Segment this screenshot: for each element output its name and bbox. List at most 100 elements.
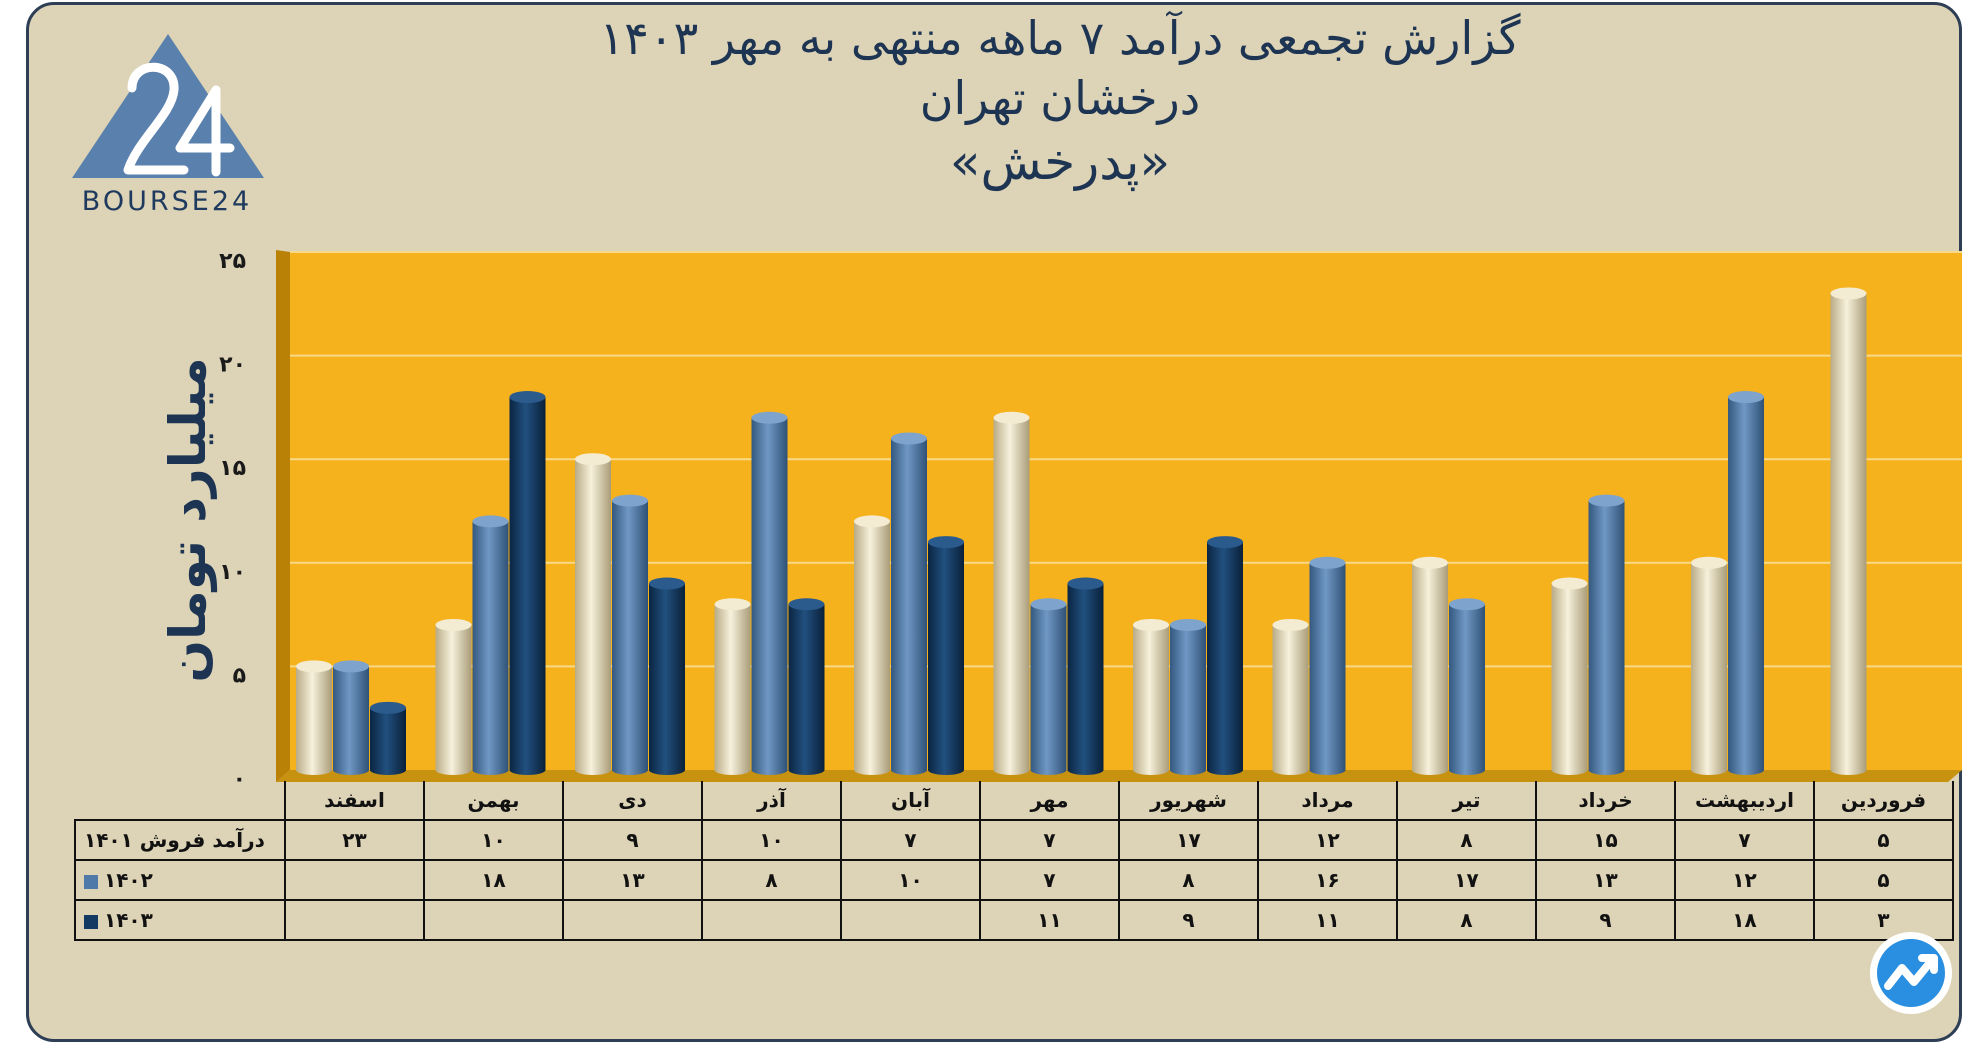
table-cell: ۱۵ xyxy=(1535,819,1676,861)
month-label: آبان xyxy=(840,781,981,821)
bar-cap xyxy=(612,494,648,507)
bar-1401 xyxy=(714,598,751,775)
bar-base xyxy=(370,765,406,775)
bar-base xyxy=(714,765,751,775)
bar-1401 xyxy=(435,618,472,775)
bar-body xyxy=(1588,500,1625,770)
bar-1401 xyxy=(1551,577,1588,775)
bar-1402 xyxy=(333,660,369,775)
row-label-1402: ۱۴۰۲ xyxy=(74,859,286,901)
title-line-3: «پدرخش» xyxy=(949,133,1171,191)
bar-cap xyxy=(1551,577,1588,590)
bar-base xyxy=(928,765,964,775)
table-cell: ۸ xyxy=(1118,859,1259,901)
bar-body xyxy=(788,604,825,770)
month-label: مرداد xyxy=(1257,781,1398,821)
bar-cap xyxy=(1207,536,1243,549)
month-label: اسفند xyxy=(284,781,425,821)
bar-base xyxy=(1449,765,1485,775)
bar-base xyxy=(1030,765,1067,775)
table-cell: ۱۲ xyxy=(1674,859,1815,901)
row-label-1403: ۱۴۰۳ xyxy=(74,899,286,941)
bar-body xyxy=(1830,293,1867,770)
bar-base xyxy=(1133,765,1169,775)
bar-body xyxy=(1309,562,1346,770)
table-cell: ۳ xyxy=(1813,899,1954,941)
table-cell: ۱۳ xyxy=(562,859,703,901)
bar-base xyxy=(891,765,927,775)
bar-1403 xyxy=(928,536,964,775)
table-cell: ۹ xyxy=(1535,899,1676,941)
bar-base xyxy=(1412,765,1448,775)
bar-body xyxy=(1272,624,1309,770)
bar-body xyxy=(1412,562,1448,770)
table-cell xyxy=(701,899,842,941)
month-label: بهمن xyxy=(423,781,564,821)
y-tick-label: ۲۰ xyxy=(219,353,246,378)
table-cell: ۵ xyxy=(1813,859,1954,901)
table-cell xyxy=(562,899,703,941)
bar-body xyxy=(612,500,648,770)
bar-cap xyxy=(296,660,332,673)
y-tick-label: ۵ xyxy=(233,663,246,688)
bar-1403 xyxy=(1067,577,1104,775)
bar-body xyxy=(509,397,546,770)
bar-body xyxy=(649,583,685,770)
bar-base xyxy=(333,765,369,775)
month-label: شهریور xyxy=(1118,781,1259,821)
table-cell: ۱۳ xyxy=(1535,859,1676,901)
bar-base xyxy=(1830,765,1867,775)
table-cell: ۱۷ xyxy=(1396,859,1537,901)
month-label: خرداد xyxy=(1535,781,1676,821)
table-cell xyxy=(840,899,981,941)
table-cell: ۷ xyxy=(979,859,1120,901)
month-label: دی xyxy=(562,781,703,821)
month-label: آذر xyxy=(701,781,842,821)
bar-base xyxy=(1551,765,1588,775)
table-cell: ۸ xyxy=(1396,899,1537,941)
bar-base xyxy=(854,765,890,775)
bar-body xyxy=(1551,583,1588,770)
bar-body xyxy=(1207,542,1243,770)
bar-1401 xyxy=(296,660,332,775)
y-axis-label: میلیارد تومان xyxy=(159,357,218,682)
bar-cap xyxy=(714,598,751,611)
bar-base xyxy=(1309,765,1346,775)
table-row: درآمد فروش ۱۴۰۱ ۲۳ ۱۰ ۹ ۱۰ ۷ ۷ ۱۷ ۱۲ ۸ ۱۵ ۷ ۵ xyxy=(74,819,1954,861)
bar-base xyxy=(1272,765,1309,775)
bar-body xyxy=(575,459,611,770)
bar-base xyxy=(1588,765,1625,775)
month-label: تیر xyxy=(1396,781,1537,821)
table-cell: ۱۰ xyxy=(423,819,564,861)
bar-base xyxy=(788,765,825,775)
bar-body xyxy=(296,666,332,770)
bar-cap xyxy=(928,536,964,549)
bar-base xyxy=(575,765,611,775)
bar-1403 xyxy=(370,701,406,775)
bar-cap xyxy=(891,432,927,445)
y-tick-label: ۲۵ xyxy=(219,249,246,274)
bar-1401 xyxy=(1830,287,1867,775)
table-cell: ۸ xyxy=(1396,819,1537,861)
trend-brand-icon xyxy=(1870,932,1952,1014)
bar-base xyxy=(1207,765,1243,775)
bar-base xyxy=(751,765,788,775)
table-cell xyxy=(284,859,425,901)
month-label: فروردین xyxy=(1813,781,1954,821)
legend-swatch-1402 xyxy=(84,874,98,889)
bar-1401 xyxy=(854,515,890,775)
table-cell: ۷ xyxy=(840,819,981,861)
table-cell: ۸ xyxy=(701,859,842,901)
y-tick-label: ۱۰ xyxy=(219,560,246,585)
bar-1402 xyxy=(1170,618,1206,775)
table-corner xyxy=(75,781,286,820)
bar-base xyxy=(509,765,546,775)
bar-1403 xyxy=(509,391,546,775)
row-label-1401: درآمد فروش ۱۴۰۱ xyxy=(74,819,286,861)
bar-body xyxy=(928,542,964,770)
bar-cap xyxy=(1412,556,1448,569)
chart-title: گزارش تجمعی درآمد ۷ ماهه منتهی به مهر ۱۴… xyxy=(480,8,1640,196)
bar-cap xyxy=(370,701,406,714)
bar-base xyxy=(1170,765,1206,775)
bar-cap xyxy=(509,391,546,404)
